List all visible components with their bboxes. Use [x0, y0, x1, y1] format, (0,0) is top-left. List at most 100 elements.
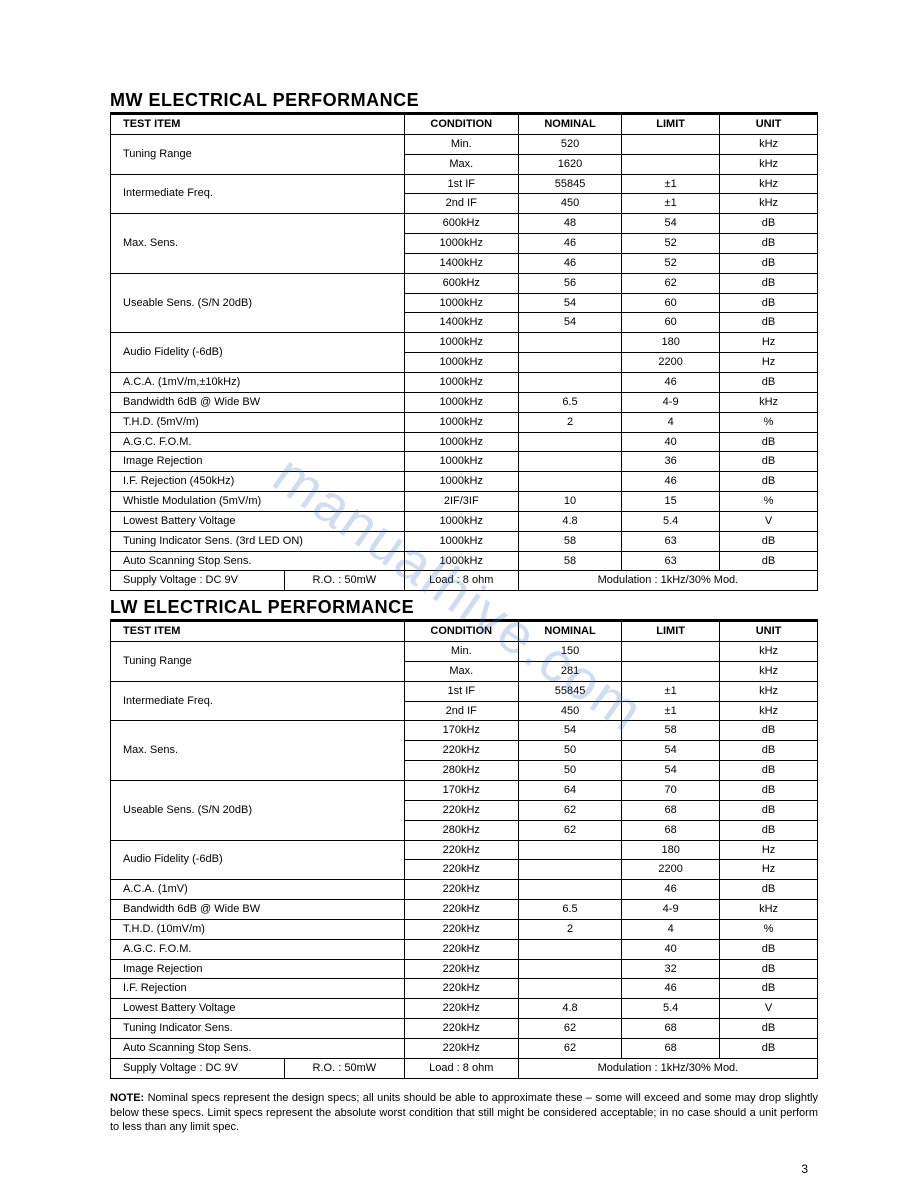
mw-unit-cell: dB	[720, 472, 818, 492]
mw-unit-cell: kHz	[720, 194, 818, 214]
lw-lim-cell: 180	[622, 840, 720, 860]
lw-lim-cell: 54	[622, 761, 720, 781]
lw-footer-row: Supply Voltage : DC 9V R.O. : 50mW Load …	[111, 1058, 818, 1078]
mw-nom-cell: 4.8	[518, 511, 621, 531]
lw-row: Lowest Battery Voltage220kHz4.85.4V	[111, 999, 818, 1019]
mw-cond-cell: 1400kHz	[404, 253, 518, 273]
mw-row: Image Rejection1000kHz36dB	[111, 452, 818, 472]
mw-row: Whistle Modulation (5mV/m)2IF/3IF1015%	[111, 492, 818, 512]
lw-foot-load: Load : 8 ohm	[404, 1058, 518, 1078]
lw-item-cell: T.H.D. (10mV/m)	[111, 919, 405, 939]
mw-unit-cell: V	[720, 511, 818, 531]
lw-nom-cell: 150	[518, 642, 621, 662]
lw-unit-cell: kHz	[720, 661, 818, 681]
note: NOTE: Nominal specs represent the design…	[110, 1091, 818, 1136]
lw-row: A.C.A. (1mV)220kHz46dB	[111, 880, 818, 900]
mw-unit-cell: dB	[720, 452, 818, 472]
lw-cond-cell: 220kHz	[404, 800, 518, 820]
lw-lim-cell: 68	[622, 800, 720, 820]
lw-nom-cell: 4.8	[518, 999, 621, 1019]
mw-lim-cell: 5.4	[622, 511, 720, 531]
mw-cond-cell: 1000kHz	[404, 412, 518, 432]
lw-nom-cell: 281	[518, 661, 621, 681]
lw-item-cell: Lowest Battery Voltage	[111, 999, 405, 1019]
mw-unit-cell: dB	[720, 234, 818, 254]
lw-row: Max. Sens.170kHz5458dB	[111, 721, 818, 741]
mw-lim-cell: ±1	[622, 194, 720, 214]
mw-cond-cell: 1000kHz	[404, 353, 518, 373]
lw-nom-cell: 62	[518, 1038, 621, 1058]
lw-item-cell: A.G.C. F.O.M.	[111, 939, 405, 959]
lw-nom-cell: 55845	[518, 681, 621, 701]
lw-lim-cell: 54	[622, 741, 720, 761]
lw-unit-cell: kHz	[720, 701, 818, 721]
mw-cond-cell: 1000kHz	[404, 333, 518, 353]
mw-cond-cell: 1000kHz	[404, 551, 518, 571]
mw-unit-cell: dB	[720, 551, 818, 571]
lw-nom-cell: 2	[518, 919, 621, 939]
lw-unit-cell: V	[720, 999, 818, 1019]
mw-cond-cell: 1000kHz	[404, 472, 518, 492]
mw-unit-cell: dB	[720, 372, 818, 392]
lw-nom-cell: 62	[518, 1019, 621, 1039]
lw-h-item: TEST ITEM	[111, 622, 405, 642]
mw-h-lim: LIMIT	[622, 115, 720, 135]
mw-unit-cell: kHz	[720, 134, 818, 154]
mw-lim-cell: 36	[622, 452, 720, 472]
lw-item-cell: Useable Sens. (S/N 20dB)	[111, 781, 405, 841]
lw-row: Audio Fidelity (-6dB)220kHz180Hz	[111, 840, 818, 860]
lw-cond-cell: 1st IF	[404, 681, 518, 701]
lw-lim-cell: 70	[622, 781, 720, 801]
lw-lim-cell: 5.4	[622, 999, 720, 1019]
mw-item-cell: A.G.C. F.O.M.	[111, 432, 405, 452]
lw-lim-cell: 2200	[622, 860, 720, 880]
lw-cond-cell: 220kHz	[404, 741, 518, 761]
mw-item-cell: Tuning Range	[111, 134, 405, 174]
mw-nom-cell	[518, 432, 621, 452]
mw-row: Max. Sens.600kHz4854dB	[111, 214, 818, 234]
mw-cond-cell: 1000kHz	[404, 293, 518, 313]
lw-row: Auto Scanning Stop Sens.220kHz6268dB	[111, 1038, 818, 1058]
mw-cond-cell: 1000kHz	[404, 511, 518, 531]
lw-lim-cell: 40	[622, 939, 720, 959]
mw-row: Tuning RangeMin.520kHz	[111, 134, 818, 154]
mw-item-cell: A.C.A. (1mV/m,±10kHz)	[111, 372, 405, 392]
lw-item-cell: Intermediate Freq.	[111, 681, 405, 721]
lw-item-cell: I.F. Rejection	[111, 979, 405, 999]
mw-cond-cell: 1st IF	[404, 174, 518, 194]
lw-unit-cell: dB	[720, 721, 818, 741]
mw-row: Intermediate Freq.1st IF55845±1kHz	[111, 174, 818, 194]
lw-unit-cell: dB	[720, 979, 818, 999]
mw-lim-cell: 180	[622, 333, 720, 353]
lw-row: T.H.D. (10mV/m)220kHz24%	[111, 919, 818, 939]
lw-cond-cell: 220kHz	[404, 919, 518, 939]
lw-table: TEST ITEM CONDITION NOMINAL LIMIT UNIT T…	[110, 621, 818, 1078]
lw-row: Tuning RangeMin.150kHz	[111, 642, 818, 662]
mw-cond-cell: 600kHz	[404, 214, 518, 234]
mw-footer-row: Supply Voltage : DC 9V R.O. : 50mW Load …	[111, 571, 818, 591]
lw-lim-cell: ±1	[622, 681, 720, 701]
mw-cond-cell: 1000kHz	[404, 452, 518, 472]
mw-item-cell: Auto Scanning Stop Sens.	[111, 551, 405, 571]
lw-row: Intermediate Freq.1st IF55845±1kHz	[111, 681, 818, 701]
mw-nom-cell: 58	[518, 531, 621, 551]
page-number: 3	[801, 1162, 808, 1176]
lw-unit-cell: dB	[720, 781, 818, 801]
mw-row: Auto Scanning Stop Sens.1000kHz5863dB	[111, 551, 818, 571]
mw-unit-cell: dB	[720, 214, 818, 234]
mw-nom-cell: 58	[518, 551, 621, 571]
lw-nom-cell: 64	[518, 781, 621, 801]
lw-row: Useable Sens. (S/N 20dB)170kHz6470dB	[111, 781, 818, 801]
mw-lim-cell: ±1	[622, 174, 720, 194]
mw-unit-cell: kHz	[720, 154, 818, 174]
lw-nom-cell	[518, 840, 621, 860]
mw-cond-cell: 1000kHz	[404, 392, 518, 412]
mw-nom-cell: 6.5	[518, 392, 621, 412]
mw-row: I.F. Rejection (450kHz)1000kHz46dB	[111, 472, 818, 492]
lw-cond-cell: Max.	[404, 661, 518, 681]
lw-cond-cell: 170kHz	[404, 721, 518, 741]
lw-cond-cell: 220kHz	[404, 860, 518, 880]
lw-foot-supply: Supply Voltage : DC 9V	[111, 1058, 285, 1078]
mw-lim-cell	[622, 134, 720, 154]
lw-unit-cell: dB	[720, 1038, 818, 1058]
